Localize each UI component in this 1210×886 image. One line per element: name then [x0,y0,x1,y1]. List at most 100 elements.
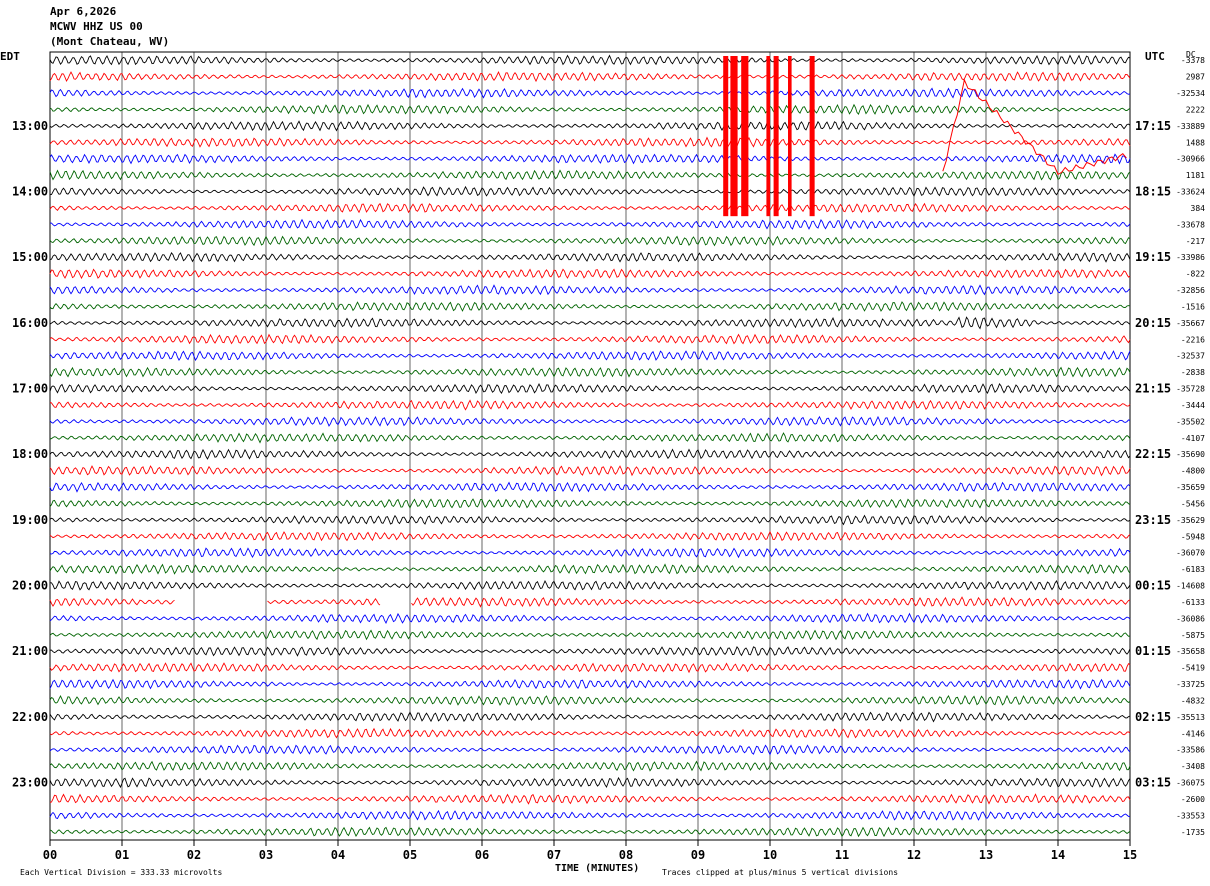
trace-row [49,432,1131,444]
x-tick-label: 10 [763,848,777,862]
dc-offset-label: -1516 [1181,302,1205,311]
clipped-burst [809,56,815,217]
dc-offset-label: -2600 [1181,795,1205,804]
right-hour-label: 22:15 [1135,447,1171,461]
right-hour-label: 21:15 [1135,382,1171,396]
trace-row [49,514,1131,526]
trace-row [49,662,1131,674]
dc-offset-label: -3444 [1181,401,1205,410]
trace-row [49,596,1131,608]
trace-row [49,415,1131,427]
x-tick-label: 03 [259,848,273,862]
trace-row [49,71,1131,83]
trace-row [49,202,1130,214]
dc-offset-label: -5948 [1181,532,1205,541]
dc-offset-label: -33725 [1176,680,1205,689]
trace-row [49,547,1131,559]
dc-offset-label: -32534 [1176,89,1205,98]
x-tick-label: 05 [403,848,417,862]
header-location: (Mont Chateau, WV) [50,35,170,48]
trace-row [49,333,1131,345]
right-hour-label: 19:15 [1135,250,1171,264]
dc-offset-label: 1181 [1186,171,1205,180]
clipped-burst [766,56,770,217]
trace-row [49,136,1131,148]
trace-row [49,465,1131,477]
dc-offset-label: -36070 [1176,549,1205,558]
dc-offset-label: -5875 [1181,631,1205,640]
left-hour-label: 16:00 [12,316,48,330]
dc-offset-label: -32537 [1176,352,1205,361]
dc-offset-label: -4800 [1181,467,1205,476]
x-tick-label: 13 [979,848,993,862]
trace-row [49,694,1131,706]
trace-row [49,169,1131,181]
trace-row [49,153,1131,165]
left-hour-label: 17:00 [12,382,48,396]
dc-offset-label: -32856 [1176,286,1205,295]
x-tick-label: 12 [907,848,921,862]
trace-row [49,711,1131,723]
trace-row [49,284,1131,296]
right-hour-label: 17:15 [1135,119,1171,133]
dc-offset-label: -35629 [1176,516,1205,525]
dc-offset-label: -4146 [1181,729,1205,738]
trace-row [49,268,1131,280]
trace-row [49,87,1131,99]
dc-offset-label: -4107 [1181,434,1205,443]
left-hour-label: 14:00 [12,185,48,199]
dc-offset-label: -36075 [1176,779,1205,788]
trace-row [49,481,1131,493]
dc-offset-label: -35690 [1176,450,1205,459]
right-hour-label: 03:15 [1135,776,1171,790]
dc-offset-label: 2987 [1186,73,1205,82]
left-timezone-label: EDT [0,50,20,63]
x-tick-label: 04 [331,848,345,862]
drift-arc [942,78,1127,176]
right-hour-label: 23:15 [1135,513,1171,527]
dc-offset-label: -2838 [1181,368,1205,377]
right-hour-label: 01:15 [1135,644,1171,658]
right-hour-label: 02:15 [1135,710,1171,724]
left-hour-label: 19:00 [12,513,48,527]
dc-offset-label: -33586 [1176,746,1205,755]
dc-offset-label: -33889 [1176,122,1205,131]
trace-row [49,235,1131,247]
trace-row [49,252,1131,263]
dc-offset-label: -30966 [1176,155,1205,164]
header-station: MCWV HHZ US 00 [50,20,143,33]
trace-row [49,629,1131,641]
trace-row [49,301,1131,312]
right-hour-label: 20:15 [1135,316,1171,330]
dc-offset-label: -35513 [1176,713,1205,722]
dc-offset-label: 2222 [1186,105,1205,114]
dc-offset-label: -6133 [1181,598,1205,607]
clipped-burst [788,56,792,217]
x-tick-label: 08 [619,848,633,862]
left-hour-label: 21:00 [12,644,48,658]
dc-offset-label: -5419 [1181,664,1205,673]
trace-row [50,185,1131,197]
x-tick-label: 00 [43,848,57,862]
trace-row [49,366,1131,378]
trace-row [49,498,1131,509]
dc-offset-label: 1488 [1186,138,1205,147]
dc-label: DC [1186,50,1196,59]
x-tick-label: 07 [547,848,561,862]
right-hour-label: 18:15 [1135,185,1171,199]
clip-note: Traces clipped at plus/minus 5 vertical … [662,868,899,877]
left-hour-label: 23:00 [12,776,48,790]
trace-row [49,612,1131,625]
left-hour-label: 18:00 [12,447,48,461]
dc-offset-label: -6183 [1181,565,1205,574]
x-tick-label: 11 [835,848,849,862]
x-tick-label: 14 [1051,848,1065,862]
x-tick-label: 15 [1123,848,1137,862]
trace-row [49,744,1131,756]
dc-offset-label: -217 [1186,237,1205,246]
dc-offset-label: -35667 [1176,319,1205,328]
dc-offset-label: -35658 [1176,647,1205,656]
trace-row [49,316,1131,330]
trace-row [49,826,1131,838]
left-hour-label: 22:00 [12,710,48,724]
